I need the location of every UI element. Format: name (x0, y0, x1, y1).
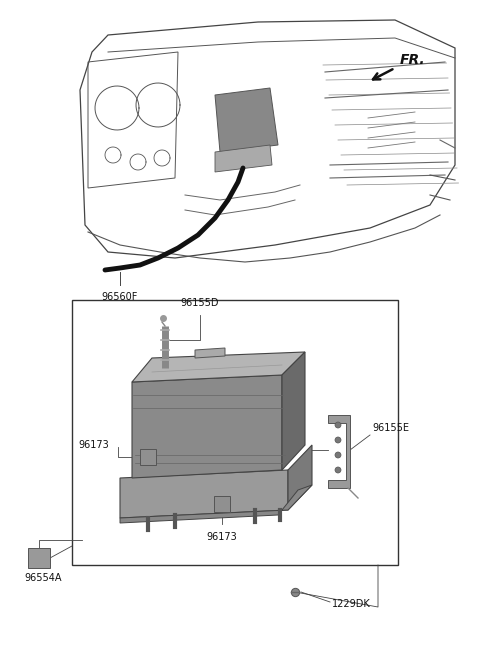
Text: 96554A: 96554A (24, 573, 61, 583)
Polygon shape (215, 145, 272, 172)
Text: 96560F: 96560F (102, 292, 138, 302)
Circle shape (335, 452, 341, 458)
Circle shape (335, 437, 341, 443)
Polygon shape (282, 352, 305, 470)
Bar (72, 300, 398, 565)
Polygon shape (288, 445, 312, 510)
Polygon shape (120, 470, 288, 518)
Bar (140, 449, 156, 465)
Circle shape (335, 467, 341, 473)
Polygon shape (195, 348, 225, 358)
Bar (28, 548, 50, 568)
Polygon shape (215, 88, 278, 152)
Text: 96173: 96173 (206, 532, 238, 542)
Text: 1229DK: 1229DK (332, 599, 371, 609)
Circle shape (335, 422, 341, 428)
Text: 96173: 96173 (78, 440, 109, 450)
Bar (214, 496, 230, 512)
Polygon shape (132, 375, 282, 478)
Text: 96155E: 96155E (372, 423, 409, 433)
Polygon shape (132, 352, 305, 382)
Text: 96155D: 96155D (181, 298, 219, 308)
Polygon shape (120, 485, 312, 523)
Text: FR.: FR. (400, 53, 426, 67)
Polygon shape (328, 415, 350, 488)
